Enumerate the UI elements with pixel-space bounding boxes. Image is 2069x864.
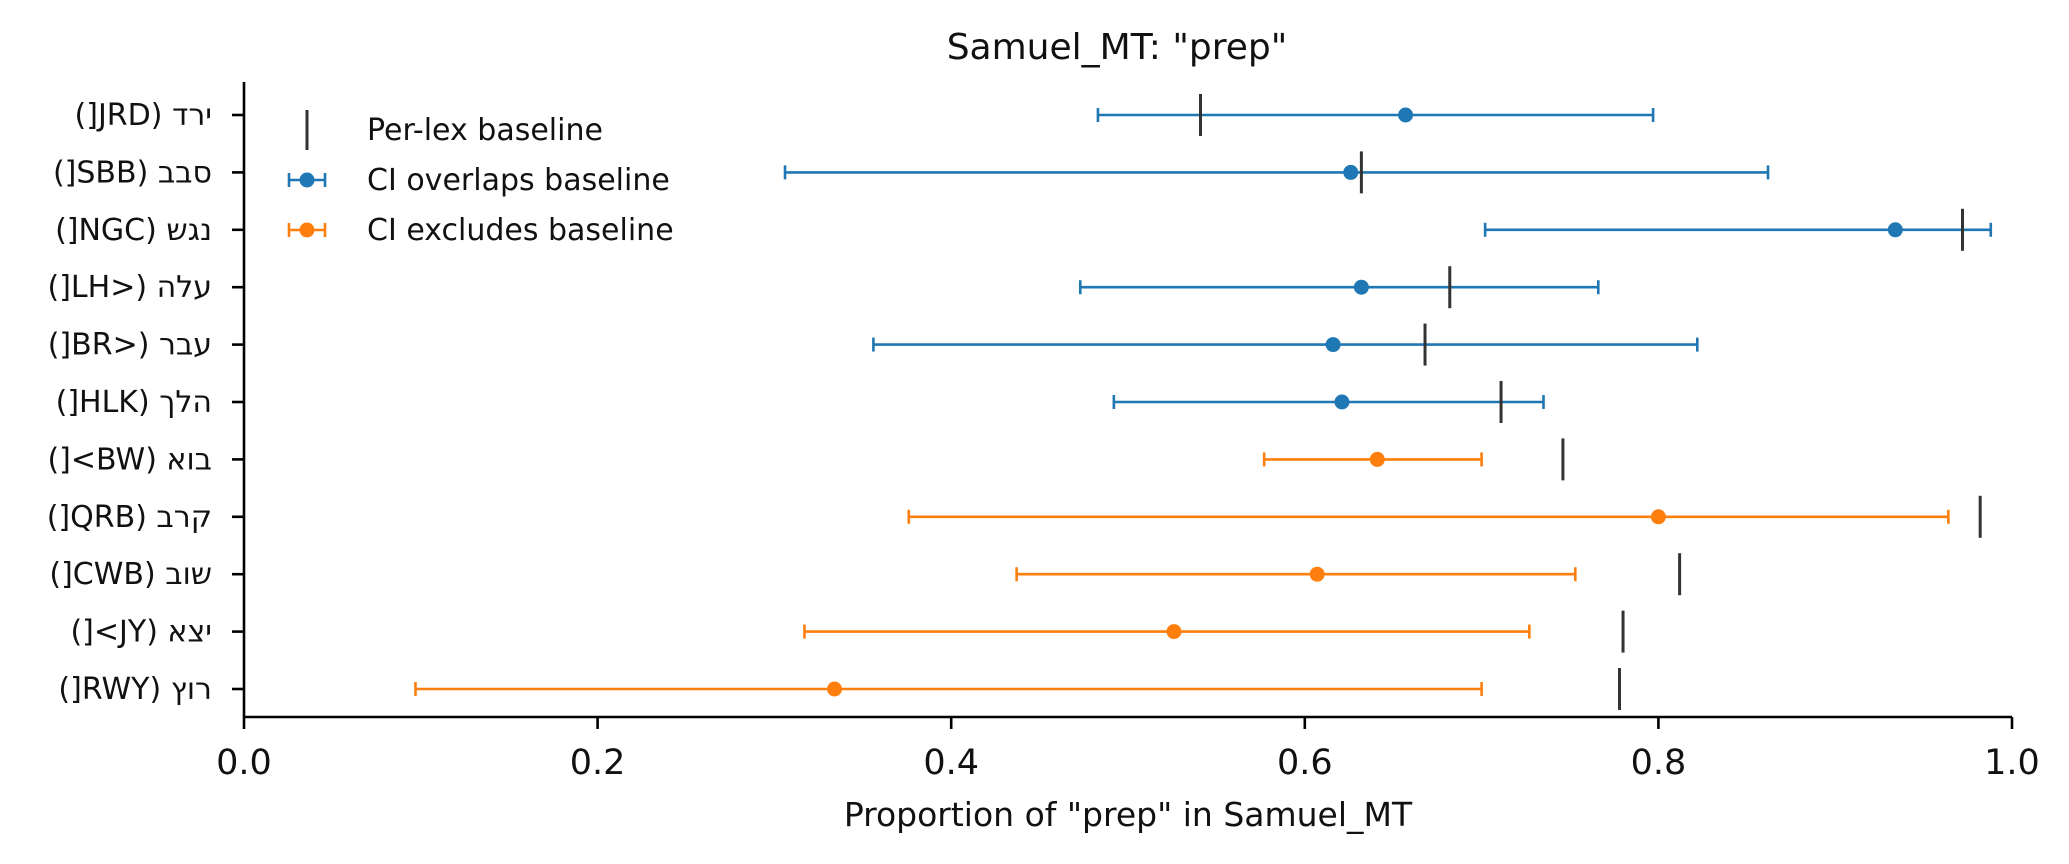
lexeme-row bbox=[872, 323, 1699, 366]
legend-label-excludes: CI excludes baseline bbox=[367, 213, 674, 248]
x-ticks: 0.0 0.2 0.4 0.6 0.8 1.0 bbox=[216, 717, 2040, 783]
estimate-point bbox=[1334, 394, 1350, 410]
lexeme-row bbox=[783, 151, 1770, 194]
lexeme-row bbox=[1078, 266, 1600, 309]
x-tick-label: 1.0 bbox=[1984, 743, 2040, 783]
lexeme-row bbox=[414, 668, 1622, 710]
estimate-point bbox=[1325, 337, 1341, 353]
estimate-point bbox=[1353, 279, 1369, 295]
y-tick-label: ירד (JRD[) bbox=[75, 98, 212, 133]
estimate-point bbox=[1309, 566, 1325, 582]
lexeme-row bbox=[1262, 438, 1565, 481]
chart-title: Samuel_MT: "prep" bbox=[947, 27, 1288, 68]
legend-label-baseline: Per-lex baseline bbox=[367, 113, 603, 148]
x-tick-label: 0.4 bbox=[923, 743, 979, 783]
y-tick-label: הלך (HLK[) bbox=[56, 385, 212, 420]
legend-item-excludes: CI excludes baseline bbox=[287, 213, 674, 248]
data-marks bbox=[414, 94, 1993, 710]
estimate-point bbox=[1398, 107, 1414, 123]
y-tick-label: עבר (<BR[) bbox=[48, 328, 212, 363]
y-tick-label: קרב (QRB[) bbox=[47, 500, 212, 535]
lexeme-row bbox=[1483, 208, 1993, 251]
lexeme-row bbox=[1015, 553, 1682, 596]
legend: Per-lex baseline CI overlaps baseline CI… bbox=[287, 110, 674, 248]
y-tick-label: יצא (JY>[) bbox=[70, 615, 212, 650]
legend-item-overlaps: CI overlaps baseline bbox=[287, 163, 670, 198]
x-axis-label: Proportion of "prep" in Samuel_MT bbox=[844, 795, 1413, 834]
legend-item-baseline: Per-lex baseline bbox=[305, 110, 603, 150]
y-tick-label: רוץ (RWY[) bbox=[58, 672, 212, 707]
estimate-point bbox=[1166, 624, 1182, 640]
estimate-point bbox=[827, 681, 843, 697]
estimate-point bbox=[1369, 451, 1385, 467]
estimate-point bbox=[1887, 222, 1903, 238]
y-tick-label: בוא (BW>[) bbox=[47, 442, 212, 477]
y-tick-label: נגש (NGC[) bbox=[55, 213, 212, 248]
x-tick-label: 0.8 bbox=[1631, 743, 1687, 783]
lexeme-row bbox=[1112, 381, 1545, 423]
y-tick-label: שוב (CWB[) bbox=[49, 557, 212, 592]
y-tick-label: סבב (SBB[) bbox=[53, 155, 212, 190]
x-tick-label: 0.0 bbox=[216, 743, 272, 783]
lexeme-row bbox=[907, 495, 1982, 538]
legend-excludes-dot bbox=[299, 222, 315, 238]
x-tick-label: 0.2 bbox=[570, 743, 626, 783]
estimate-point bbox=[1343, 164, 1359, 180]
estimate-point bbox=[1650, 509, 1666, 525]
legend-overlaps-dot bbox=[299, 172, 315, 188]
lexeme-row bbox=[803, 610, 1625, 653]
lexeme-row bbox=[1096, 94, 1655, 136]
x-tick-label: 0.6 bbox=[1277, 743, 1333, 783]
y-ticks: ירד (JRD[) סבב (SBB[) נגש (NGC[) עלה (<LH[)… bbox=[47, 98, 244, 707]
y-tick-label: עלה (<LH[) bbox=[47, 270, 212, 305]
legend-label-overlaps: CI overlaps baseline bbox=[367, 163, 670, 198]
